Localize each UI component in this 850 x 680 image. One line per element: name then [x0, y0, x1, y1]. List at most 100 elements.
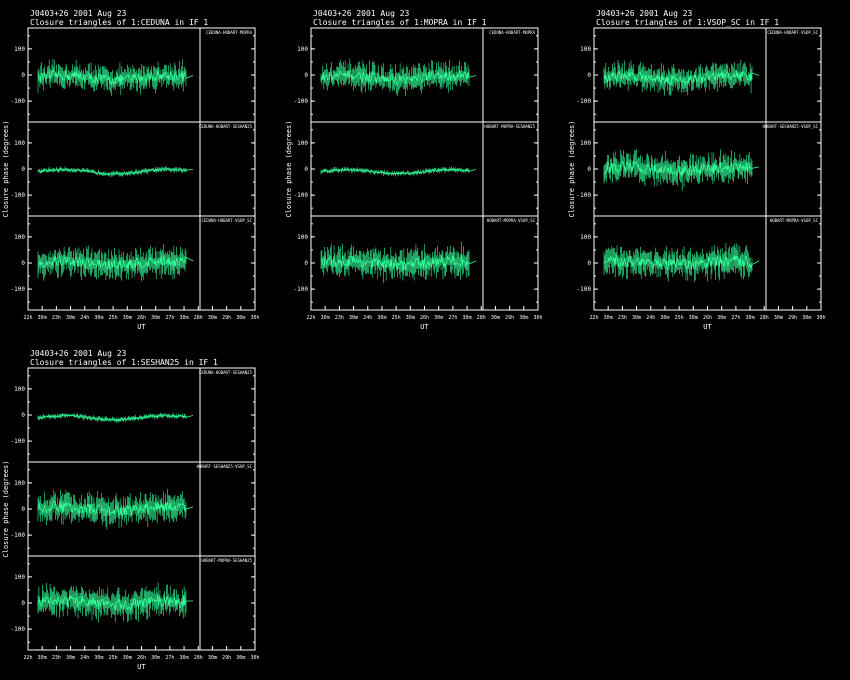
- x-tick-label: 25h: [392, 315, 401, 321]
- y-tick-label: 100: [297, 234, 308, 241]
- y-tick-label: 0: [587, 260, 591, 267]
- x-tick-label: 30m: [236, 655, 245, 661]
- x-tick-label: 30m: [406, 315, 415, 321]
- triangle-label: HOBART-SESHAN25-VSOP_SC: [197, 464, 253, 469]
- y-tick-label: -100: [11, 626, 26, 633]
- closure-phase-series: [603, 254, 760, 271]
- plot-header: J0403+26 2001 Aug 23: [30, 9, 127, 18]
- x-tick-label: 27h: [731, 315, 740, 321]
- closure-panel: -100 0 100 CEDUNA-HOBART-SESHAN25: [11, 367, 256, 463]
- y-tick-label: 100: [14, 480, 25, 487]
- x-tick-label: 30m: [434, 315, 443, 321]
- y-tick-label: 100: [14, 140, 25, 147]
- y-tick-label: 0: [304, 72, 308, 79]
- x-tick-label: 23h: [618, 315, 627, 321]
- y-tick-label: 100: [580, 140, 591, 147]
- x-tick-label: 28h: [760, 315, 769, 321]
- x-tick-label: 30m: [321, 315, 330, 321]
- x-tick-label: 28h: [194, 655, 203, 661]
- x-tick-label: 30m: [660, 315, 669, 321]
- closure-phase-series: [37, 413, 194, 422]
- closure-panel: -100 0 100 CEDUNA-HOBART-VSOP_SC: [577, 27, 822, 123]
- x-axis-label: UT: [137, 663, 146, 671]
- closure-panel: -100 0 100 CEDUNA-HOBART-MOPRA: [11, 27, 256, 123]
- closure-panel: -100 0 100 CEDUNA-HOBART-MOPRA: [294, 27, 539, 123]
- x-tick-label: 27h: [165, 655, 174, 661]
- closure-panel: -100 0 100 CEDUNA-HOBART-VSOP_SC: [11, 215, 256, 311]
- closure-phase-series: [320, 167, 477, 176]
- closure-phase-series: [320, 69, 477, 86]
- y-tick-label: 100: [14, 234, 25, 241]
- closure-panel: -100 0 100 HOBART-SESHAN25-VSOP_SC: [577, 121, 822, 217]
- x-tick-label: 26h: [137, 655, 146, 661]
- x-tick-label: 25h: [675, 315, 684, 321]
- x-tick-label: 24h: [363, 315, 372, 321]
- x-tick-label: 24h: [80, 655, 89, 661]
- x-tick-label: 30m: [349, 315, 358, 321]
- closure-phase-series: [37, 594, 194, 611]
- x-tick-label: 30m: [689, 315, 698, 321]
- y-tick-label: -100: [294, 286, 309, 293]
- y-tick-label: 100: [14, 386, 25, 393]
- x-tick-label: 30h: [250, 315, 259, 321]
- triangle-label: CEDUNA-HOBART-VSOP_SC: [767, 30, 818, 35]
- x-tick-label: 30m: [236, 315, 245, 321]
- y-tick-label: -100: [11, 438, 26, 445]
- x-tick-label: 30m: [802, 315, 811, 321]
- y-axis-label: Closure phase (degrees): [568, 121, 576, 218]
- closure-phase-series: [37, 500, 194, 517]
- x-tick-label: 30h: [533, 315, 542, 321]
- x-tick-label: 28h: [194, 315, 203, 321]
- closure-phase-series: [603, 70, 760, 85]
- x-tick-label: 24h: [80, 315, 89, 321]
- x-tick-label: 29h: [222, 315, 231, 321]
- triangle-label: HOBART-MOPRA-VSOP_SC: [487, 218, 536, 223]
- x-tick-label: 24h: [646, 315, 655, 321]
- x-tick-label: 30m: [377, 315, 386, 321]
- closure-phase-series: [37, 255, 194, 271]
- x-tick-label: 30m: [94, 315, 103, 321]
- y-axis-label: Closure phase (degrees): [285, 121, 293, 218]
- x-tick-label: 30m: [66, 315, 75, 321]
- x-tick-label: 29h: [222, 655, 231, 661]
- plot-title: Closure triangles of 1:SESHAN25 in IF 1: [30, 358, 218, 367]
- x-tick-label: 30m: [123, 655, 132, 661]
- y-tick-label: -100: [577, 192, 592, 199]
- y-tick-label: -100: [294, 192, 309, 199]
- plot-header: J0403+26 2001 Aug 23: [596, 9, 693, 18]
- x-tick-label: 25h: [109, 315, 118, 321]
- x-tick-label: 27h: [448, 315, 457, 321]
- triangle-label: CEDUNA-HOBART-VSOP_SC: [201, 218, 252, 223]
- x-tick-label: 30m: [463, 315, 472, 321]
- x-tick-label: 30m: [604, 315, 613, 321]
- x-tick-label: 27h: [165, 315, 174, 321]
- x-tick-label: 30m: [208, 655, 217, 661]
- x-tick-label: 30m: [717, 315, 726, 321]
- triangle-label: CEDUNA-HOBART-MOPRA: [489, 30, 535, 35]
- y-tick-label: -100: [11, 192, 26, 199]
- x-tick-label: 29h: [788, 315, 797, 321]
- x-tick-label: 25h: [109, 655, 118, 661]
- triangle-label: CEDUNA-HOBART-SESHAN25: [199, 124, 253, 129]
- triangle-label: HOBART-MOPRA-VSOP_SC: [770, 218, 819, 223]
- y-tick-label: 0: [304, 166, 308, 173]
- triangle-label: HOBART-MOPRA-SESHAN25: [201, 558, 252, 563]
- x-tick-label: 26h: [420, 315, 429, 321]
- y-tick-label: 0: [587, 166, 591, 173]
- y-tick-label: 100: [580, 46, 591, 53]
- x-tick-label: 30m: [38, 315, 47, 321]
- x-tick-label: 30m: [632, 315, 641, 321]
- x-tick-label: 22h: [306, 315, 315, 321]
- x-tick-label: 28h: [477, 315, 486, 321]
- x-tick-label: 30m: [66, 655, 75, 661]
- x-tick-label: 23h: [52, 315, 61, 321]
- closure-phase-series: [37, 167, 194, 175]
- plot-header: J0403+26 2001 Aug 23: [313, 9, 410, 18]
- y-tick-label: -100: [11, 532, 26, 539]
- x-tick-label: 30m: [151, 315, 160, 321]
- x-tick-label: 22h: [589, 315, 598, 321]
